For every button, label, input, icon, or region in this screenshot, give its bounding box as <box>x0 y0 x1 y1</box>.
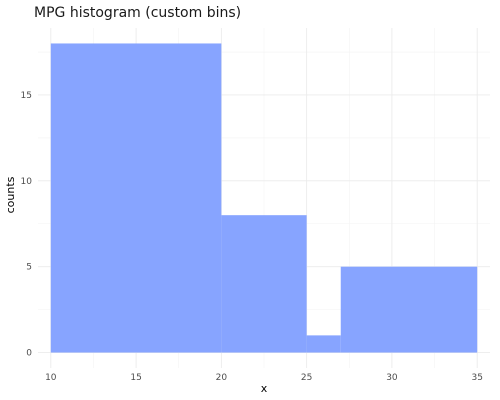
histogram-bar <box>50 43 222 353</box>
x-tick-label: 30 <box>386 373 398 383</box>
y-tick-label: 0 <box>26 349 32 359</box>
x-tick-label: 10 <box>45 373 57 383</box>
y-axis-ticks: 0 5 10 15 <box>21 91 33 359</box>
bars <box>50 43 478 353</box>
y-tick-label: 10 <box>21 177 33 187</box>
x-tick-label: 20 <box>216 373 228 383</box>
histogram-bar <box>306 335 341 353</box>
x-tick-label: 15 <box>130 373 141 383</box>
x-tick-label: 25 <box>301 373 312 383</box>
histogram-bar <box>340 266 478 353</box>
histogram-bar <box>221 215 307 353</box>
x-tick-label: 35 <box>471 373 482 383</box>
y-tick-label: 5 <box>26 263 32 273</box>
y-axis-title: counts <box>4 176 17 213</box>
y-tick-label: 15 <box>21 91 32 101</box>
x-axis-ticks: 10 15 20 25 30 35 <box>45 373 483 383</box>
x-axis-title: x <box>261 382 268 395</box>
chart-title: MPG histogram (custom bins) <box>34 5 241 21</box>
